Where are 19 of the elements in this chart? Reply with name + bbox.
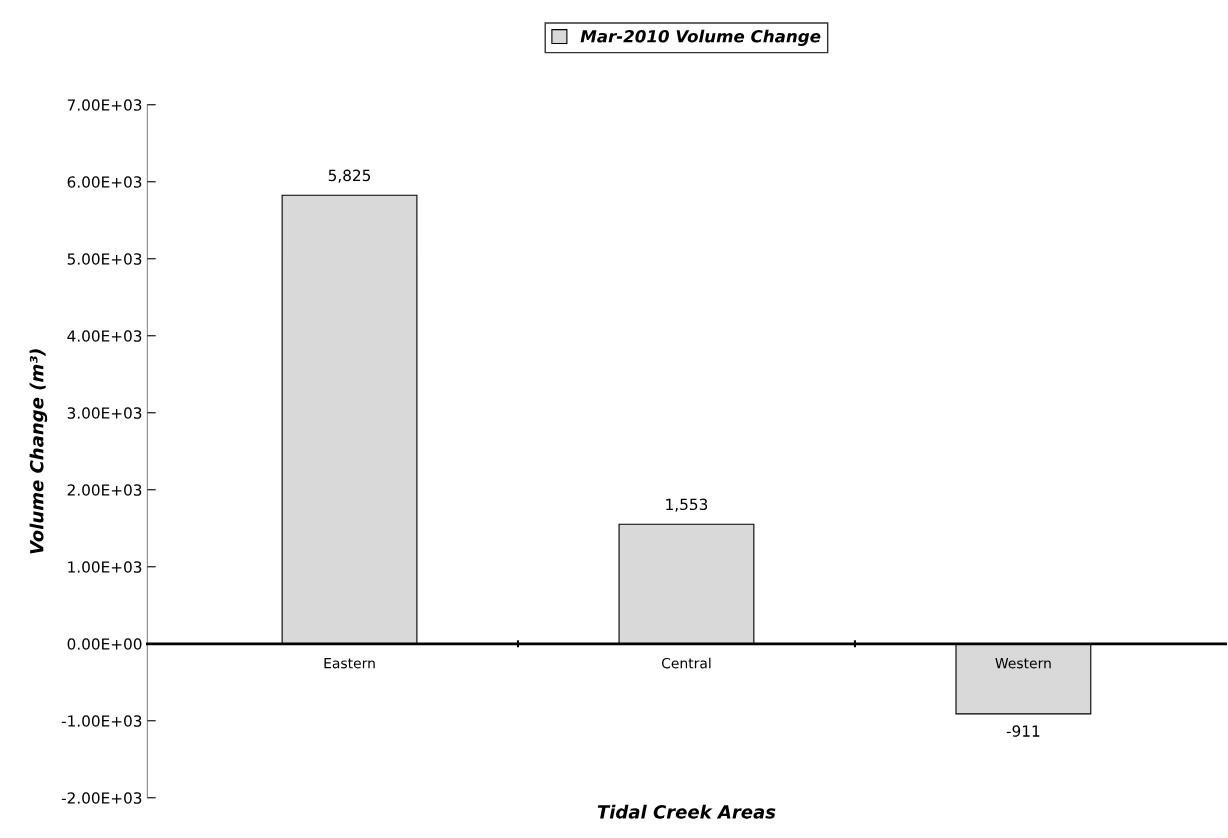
y-tick-label: 0.00E+00 [67,638,142,650]
data-label: 5,825 [328,169,371,183]
y-axis-title: Volume Change (m³) [29,349,48,554]
y-tick-label: 4.00E+03 [67,330,142,342]
legend-label: Mar-2010 Volume Change [580,29,821,46]
y-tick-label: 6.00E+03 [67,176,142,188]
x-axis-title: Tidal Creek Areas [597,804,776,819]
x-tick-label: Central [661,657,711,669]
data-label: -911 [1006,725,1040,737]
data-label: 1,553 [666,498,708,512]
y-tick-label: 7.00E+03 [67,99,142,111]
y-tick-label: -2.00E+03 [61,792,142,804]
y-tick-label: 2.00E+03 [67,484,142,496]
x-tick-label: Western [995,658,1051,669]
y-tick-label: 5.00E+03 [67,253,142,265]
y-tick-label: -1.00E+03 [61,715,142,727]
y-tick-label: 3.00E+03 [67,407,142,419]
x-tick-label: Eastern [324,658,375,669]
y-tick-label: 1.00E+03 [68,561,142,573]
